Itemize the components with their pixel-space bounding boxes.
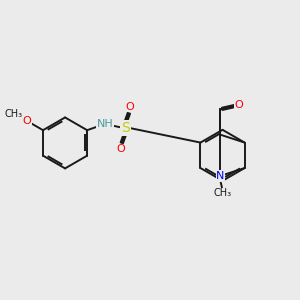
Text: S: S (121, 121, 130, 135)
Text: CH₃: CH₃ (213, 188, 231, 198)
Text: O: O (117, 144, 125, 154)
Text: O: O (234, 100, 243, 110)
Text: O: O (125, 102, 134, 112)
Text: N: N (216, 171, 225, 181)
Text: O: O (23, 116, 32, 126)
Text: NH: NH (97, 119, 113, 129)
Text: CH₃: CH₃ (4, 109, 22, 118)
